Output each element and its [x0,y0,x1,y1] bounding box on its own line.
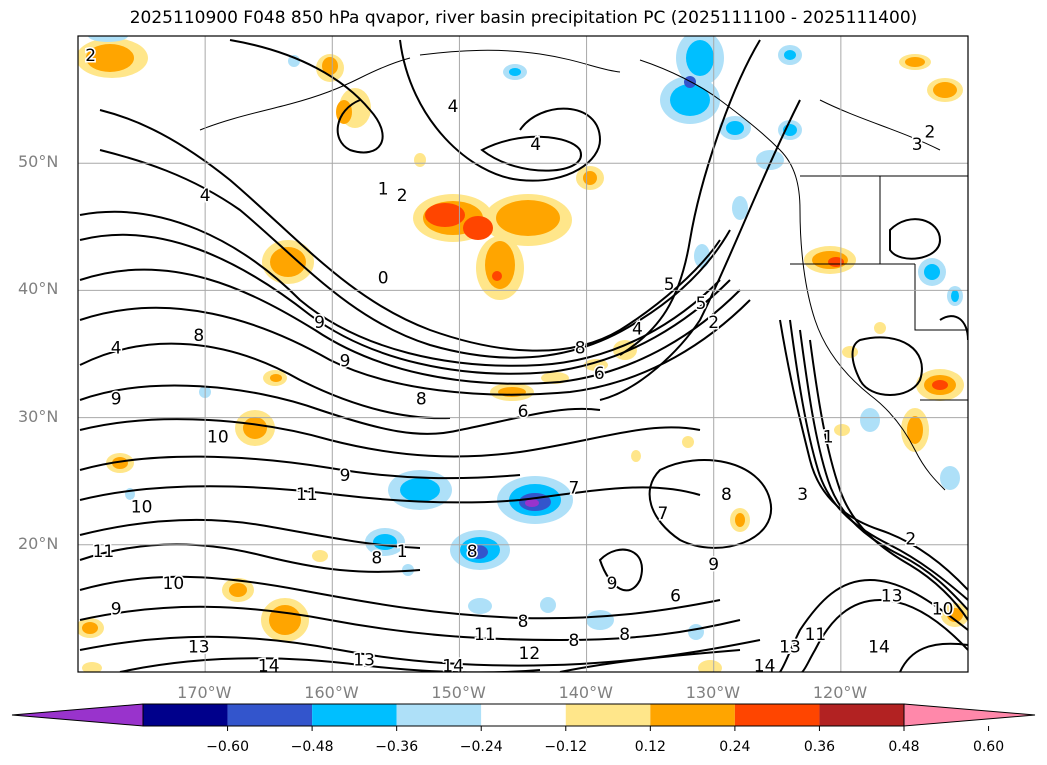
precipitation-anomaly-layer [78,36,968,672]
colorbar-tick-label: −0.48 [290,739,334,755]
contour-label: 8 [467,542,478,562]
colorbar-segment [481,704,566,726]
colorbar-extend-high [903,703,1036,727]
colorbar-tick-label: −0.12 [544,739,588,755]
contour-label: 12 [519,644,541,664]
colorbar-tick-label: −0.60 [206,739,249,755]
lat-label: 40°N [18,279,59,299]
contour-label: 13 [881,587,903,607]
contour-label: 9 [708,555,719,575]
contour-label: 2 [708,313,719,333]
contour-label: 8 [371,549,382,569]
contour-label: 1 [823,428,834,448]
colorbar-segment [312,704,397,726]
contour-label: 5 [696,294,707,314]
contour-label: 13 [188,638,210,658]
contour-label: 11 [93,542,115,562]
colorbar-tick-label: 0.24 [719,739,751,755]
contour-label: 4 [200,186,211,206]
colorbar-segment [650,704,735,726]
contour-label: 3 [797,485,808,505]
colorbar-tick-label: 0.60 [972,739,1005,755]
colorbar-segment [734,704,820,726]
contour-label: 8 [575,339,586,359]
contour-label: 9 [607,574,618,594]
lat-label: 20°N [18,533,59,553]
lon-label: 130°W [685,683,741,702]
contour-label: 14 [258,657,280,677]
lat-lon-gridlines [78,36,968,672]
colorbar-segment [143,704,228,726]
map-frame [77,35,969,673]
lon-label: 140°W [558,683,613,702]
contour-label: 4 [448,97,459,117]
contour-label: 2 [905,529,916,549]
contour-label: 1 [378,180,389,200]
contour-label: 4 [111,339,122,359]
coastline-layer [199,49,968,491]
contour-label: 6 [670,587,681,607]
contour-label: 8 [721,485,732,505]
lon-label: 150°W [431,683,486,702]
lat-label: 30°N [18,406,59,426]
contour-label: 8 [193,326,204,346]
contour-label: 2 [924,122,935,142]
contour-label: 4 [632,320,643,340]
contour-label: 0 [378,269,389,289]
colorbar-border [142,703,905,727]
contour-label: 8 [568,631,579,651]
contour-label: 9 [111,390,122,410]
colorbar-tick-label: 0.36 [803,739,836,755]
contour-label: 3 [912,135,923,155]
contour-label: 8 [619,625,630,645]
contour-label: 13 [353,650,375,670]
contour-label: 5 [664,275,675,295]
contour-label: 9 [314,313,325,333]
contour-label: 8 [518,612,529,632]
contour-label: 7 [657,504,668,524]
contour-label: 9 [111,599,122,619]
contour-label: 1 [397,542,408,562]
lat-label: 50°N [18,152,59,172]
contour-label: 9 [340,351,351,371]
contour-label: 11 [474,625,496,645]
contour-label: 11 [296,485,318,505]
contour-label: 10 [131,498,153,518]
colorbar-tick-label: −0.24 [459,739,503,755]
colorbar-segment [819,704,904,726]
colorbar-tick-label: 0.48 [888,739,920,755]
lon-label: 120°W [812,683,868,702]
contour-label: 10 [163,574,185,594]
contour-label: 10 [207,428,229,448]
contour-label: 6 [594,364,605,384]
contour-label: 7 [568,479,579,499]
contour-label: 8 [416,390,427,410]
colorbar-segment [396,704,482,726]
colorbar-tick-label: 0.12 [634,739,666,755]
contour-label: 4 [530,135,541,155]
contour-label: 6 [518,402,529,422]
colorbar-segment [565,704,651,726]
qvapor-contour-layer [79,39,968,672]
contour-label: 2 [85,46,96,66]
lon-label: 160°W [304,683,359,702]
colorbar [11,703,1036,731]
contour-label: 10 [932,599,954,619]
contour-label: 14 [754,657,776,677]
contour-label: 13 [779,638,801,658]
map-title: 2025110900 F048 850 hPa qvapor, river ba… [129,8,918,28]
contour-label: 2 [397,186,408,206]
contour-label: 11 [805,625,827,645]
colorbar-segment [227,704,313,726]
lon-label: 170°W [177,683,232,702]
contour-label: 14 [442,657,464,677]
colorbar-extend-low [11,703,144,727]
contour-label: 9 [340,466,351,486]
contour-label: 14 [868,638,890,658]
colorbar-tick-label: −0.36 [375,739,419,755]
